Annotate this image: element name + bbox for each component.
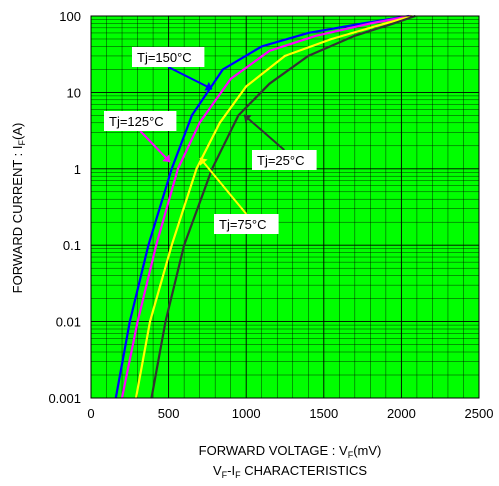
series-label: Tj=75°C [219,217,266,232]
x-tick-label: 1000 [232,406,261,421]
series-line [114,14,410,399]
series-callouts: Tj=150°C Tj=125°C Tj=75°C Tj=25°C [104,47,317,234]
y-tick-label: 1 [74,162,81,177]
y-tick-label: 0.001 [48,391,81,406]
callout-pointer [243,114,285,151]
x-tick-label: 0 [87,406,94,421]
series-line [150,14,416,399]
y-tick-labels: 0.001 0.01 0.1 1 10 100 [48,9,81,406]
minor-grid [91,16,479,398]
x-tick-label: 2000 [387,406,416,421]
y-tick-label: 0.01 [56,315,81,330]
callout-box [252,150,317,170]
x-tick-labels: 0 500 1000 1500 2000 2500 [87,406,493,421]
chart-caption: VF-IF CHARACTERISTICS [213,463,367,480]
series-label: Tj=125°C [109,114,164,129]
series-layer [114,14,416,399]
callout-arrowhead [199,158,208,166]
callout-box [214,214,279,234]
y-tick-label: 0.1 [63,238,81,253]
callout-pointer [139,130,171,163]
series-line [134,14,413,399]
x-tick-label: 1500 [309,406,338,421]
series-label: Tj=150°C [137,50,192,65]
callout-arrowhead [162,154,170,162]
y-axis-label: FORWARD CURRENT : IF(A) [10,123,27,294]
plot-frame [90,15,480,399]
callout-box [132,47,205,67]
callout-arrowhead [244,115,252,123]
plot-area [91,16,479,398]
callout-box [104,111,177,131]
callout-pointer [167,66,213,90]
x-axis-label: FORWARD VOLTAGE : VF(mV) [199,443,382,460]
y-tick-label: 100 [59,9,81,24]
callout-arrowhead [204,81,212,91]
callout-pointer [199,157,248,215]
series-line [120,14,411,399]
x-tick-label: 500 [158,406,180,421]
x-tick-label: 2500 [465,406,494,421]
y-tick-label: 10 [67,85,81,100]
series-label: Tj=25°C [257,153,304,168]
